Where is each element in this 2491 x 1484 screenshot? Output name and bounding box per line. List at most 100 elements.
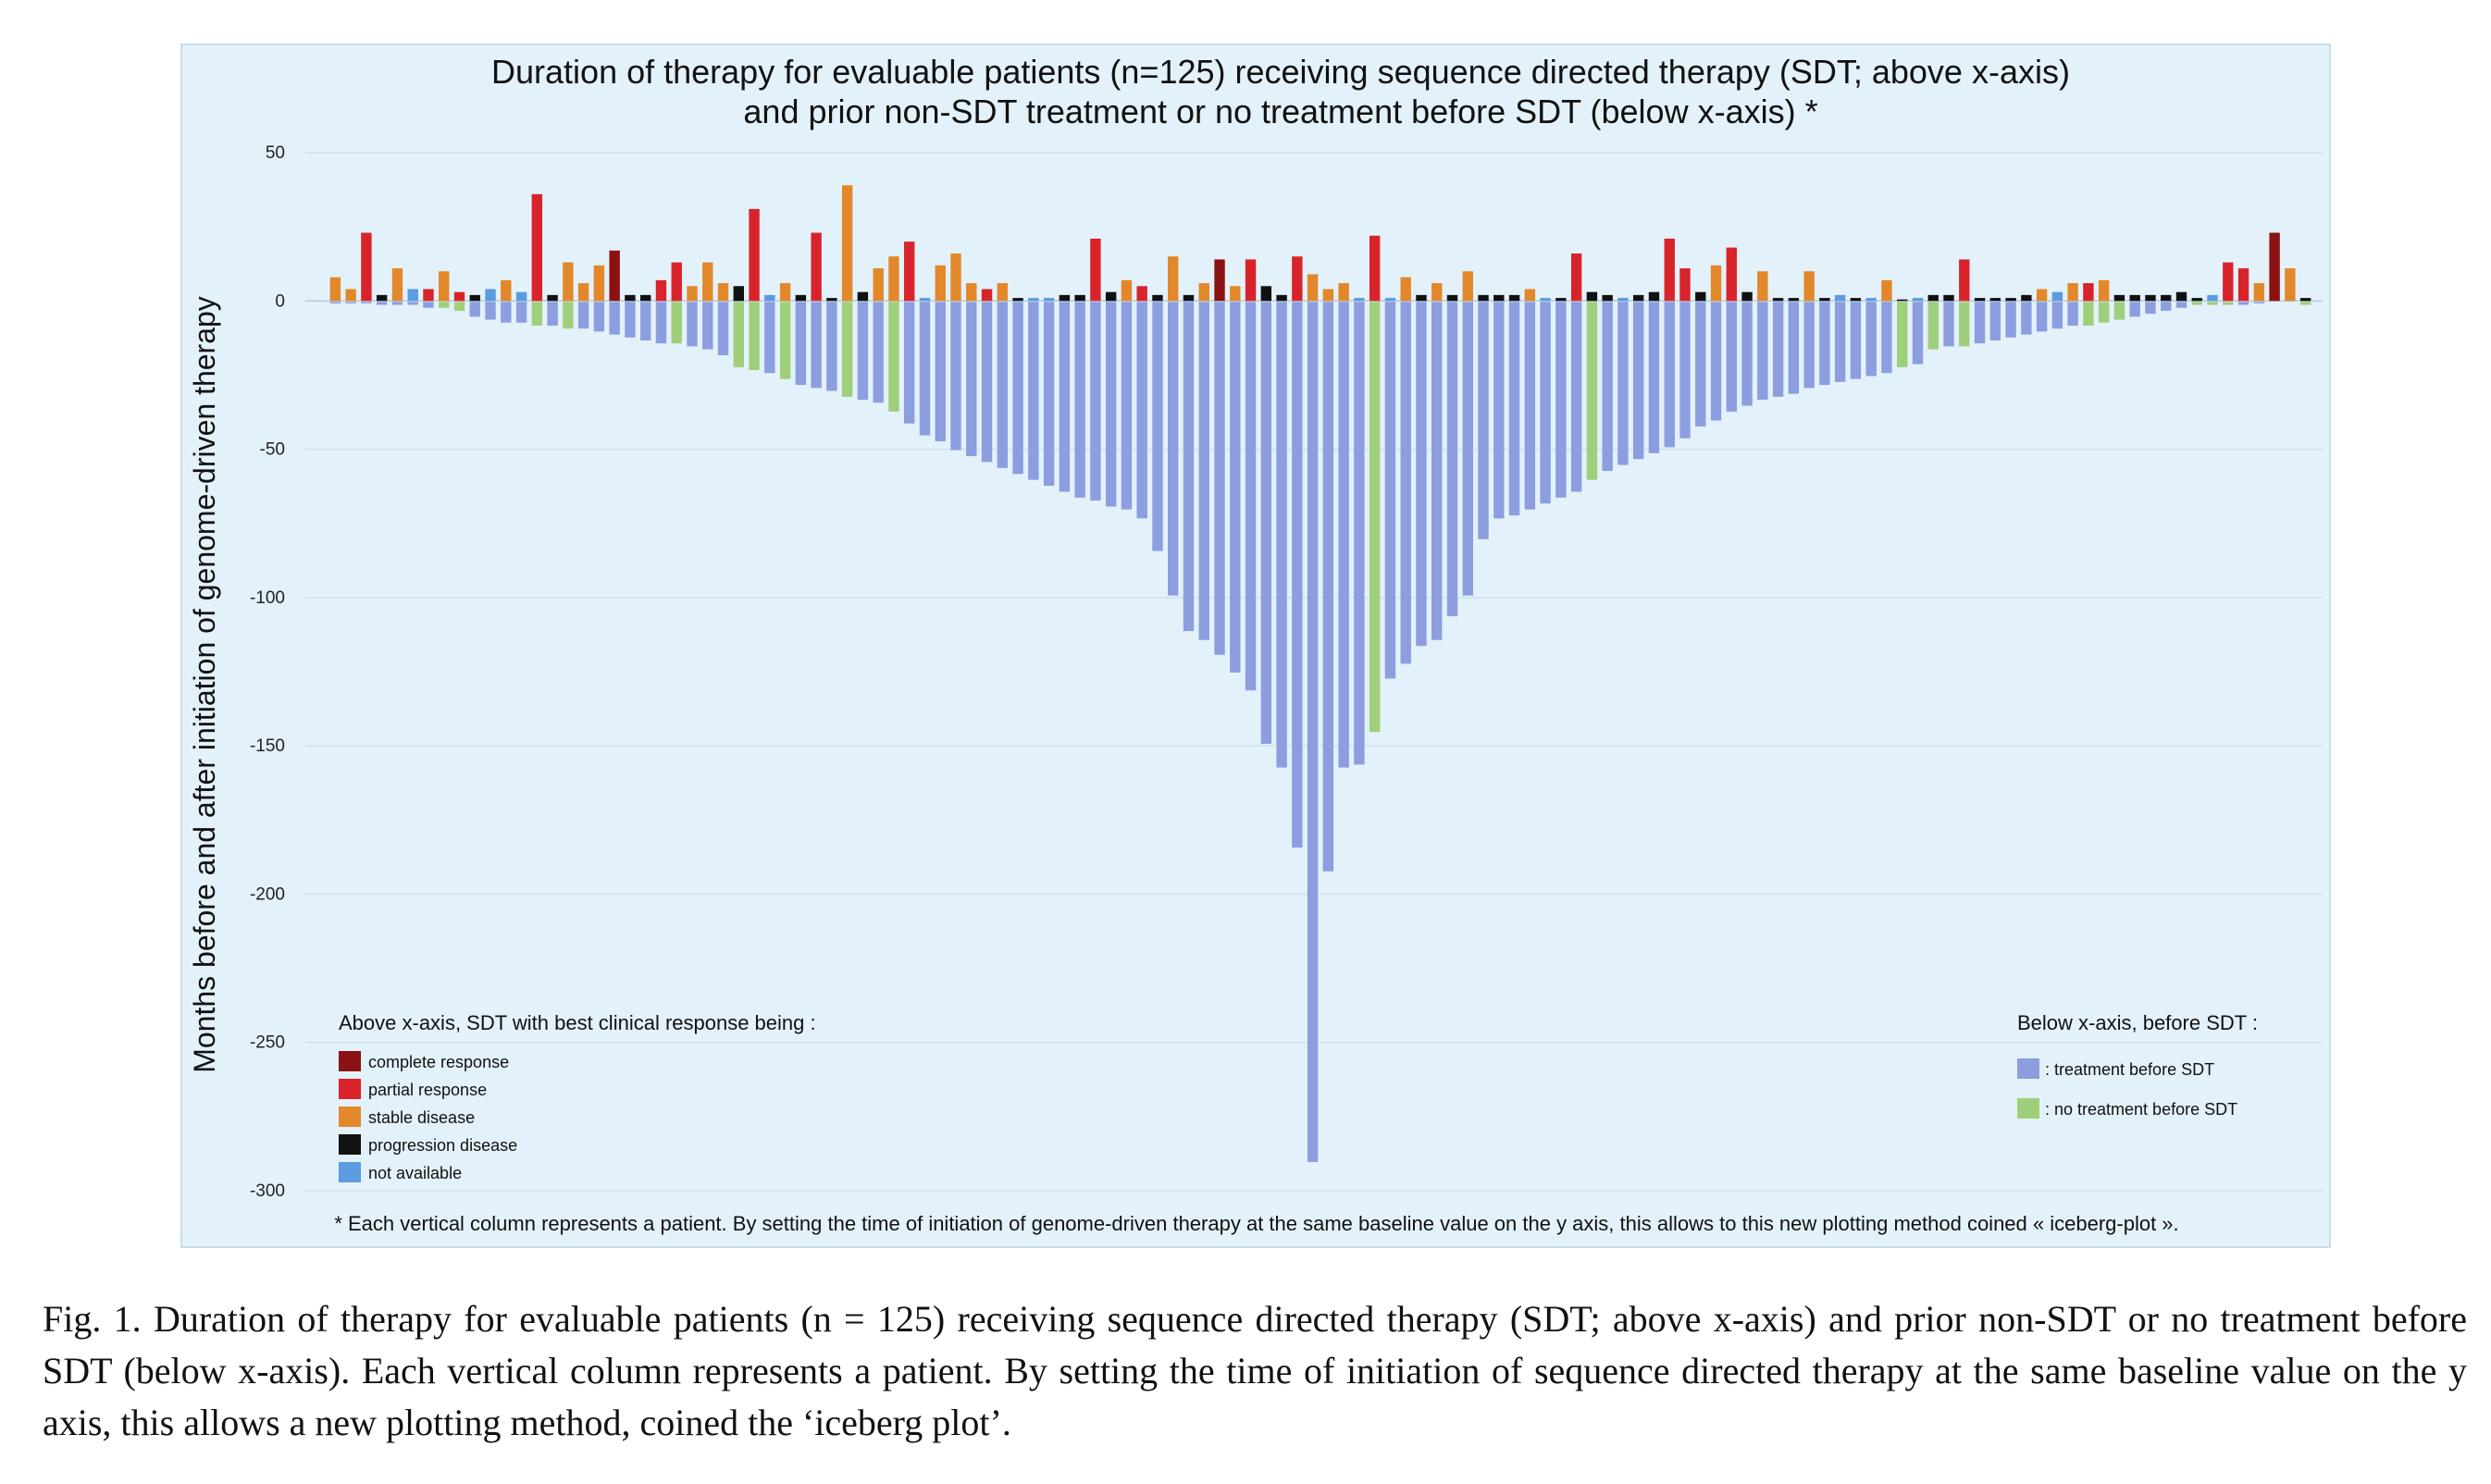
- before-sdt-bar: [1105, 302, 1117, 507]
- before-sdt-bar: [2083, 302, 2094, 326]
- sdt-bar: [376, 294, 388, 302]
- before-sdt-bar: [1524, 302, 1536, 510]
- before-sdt-bar: [733, 302, 744, 367]
- sdt-bar: [1897, 299, 1908, 302]
- before-sdt-bar: [625, 302, 636, 338]
- before-sdt-bar: [981, 302, 993, 463]
- sdt-bar: [1803, 271, 1815, 302]
- before-sdt-bar: [1803, 302, 1815, 389]
- sdt-bar: [1741, 291, 1753, 302]
- sdt-bar: [935, 265, 946, 302]
- sdt-bar: [811, 232, 822, 302]
- before-sdt-bar: [1974, 302, 1986, 344]
- sdt-bar: [1602, 294, 1613, 302]
- before-sdt-bar: [1012, 302, 1023, 475]
- sdt-bar: [1570, 253, 1582, 302]
- before-sdt-bar: [531, 302, 543, 326]
- sdt-bar: [1974, 298, 1986, 302]
- iceberg-plot: Duration of therapy for evaluable patien…: [180, 43, 2331, 1248]
- sdt-bar: [2005, 298, 2016, 302]
- sdt-bar: [2237, 268, 2249, 302]
- sdt-bar: [1959, 259, 1970, 302]
- legend-above: Above x-axis, SDT with best clinical res…: [339, 1011, 816, 1182]
- legend-label-complete-response: complete response: [368, 1053, 509, 1071]
- sdt-bar: [1586, 291, 1598, 302]
- sdt-bar: [795, 294, 807, 302]
- legend-label-no-treatment-before: : no treatment before SDT: [2045, 1100, 2237, 1119]
- before-sdt-bar: [1757, 302, 1768, 401]
- sdt-bar: [950, 253, 961, 302]
- before-sdt-bar: [1540, 302, 1551, 504]
- chart-title-line-1: Duration of therapy for evaluable patien…: [491, 53, 2070, 91]
- sdt-bar: [1338, 283, 1349, 302]
- before-sdt-bar: [2237, 302, 2249, 305]
- before-sdt-bar: [1462, 302, 1473, 596]
- sdt-bar: [779, 283, 791, 302]
- before-sdt-bar: [1416, 302, 1427, 647]
- legend-label-not-available: not available: [368, 1164, 462, 1182]
- before-sdt-bar: [1664, 302, 1675, 448]
- sdt-bar: [547, 294, 558, 302]
- sdt-bar: [2253, 283, 2265, 302]
- bars: [329, 185, 2311, 1162]
- sdt-bar: [2067, 283, 2078, 302]
- sdt-bar: [1524, 289, 1536, 302]
- before-sdt-bar: [345, 302, 356, 303]
- sdt-bar: [2299, 298, 2311, 302]
- before-sdt-bar: [1059, 302, 1071, 492]
- before-sdt-bar: [841, 302, 853, 397]
- sdt-bar: [439, 271, 450, 302]
- sdt-bar: [687, 286, 698, 302]
- sdt-bar: [423, 289, 434, 302]
- before-sdt-bar: [950, 302, 961, 451]
- sdt-bar: [563, 262, 574, 302]
- sdt-bar: [2285, 268, 2296, 302]
- sdt-bar: [1772, 298, 1784, 302]
- chart-title-line-2: and prior non-SDT treatment or no treatm…: [743, 93, 1817, 130]
- before-sdt-bar: [1602, 302, 1613, 472]
- before-sdt-bar: [2191, 302, 2202, 305]
- sdt-bar: [1664, 238, 1675, 302]
- sdt-bar: [1989, 298, 2001, 302]
- before-sdt-bar: [1772, 302, 1784, 397]
- before-sdt-bar: [2253, 302, 2265, 303]
- sdt-bar: [702, 262, 713, 302]
- before-sdt-bar: [1881, 302, 1892, 374]
- sdt-bar: [2021, 294, 2032, 302]
- sdt-bar: [1090, 238, 1101, 302]
- before-sdt-bar: [1245, 302, 1257, 691]
- sdt-bar: [2129, 294, 2140, 302]
- before-sdt-bar: [1726, 302, 1737, 412]
- before-sdt-bar: [2098, 302, 2110, 323]
- sdt-bar: [2191, 298, 2202, 302]
- before-sdt-bar: [2113, 302, 2125, 320]
- before-sdt-bar: [1322, 302, 1334, 872]
- sdt-bar: [2083, 283, 2094, 302]
- sdt-bar: [1757, 271, 1768, 302]
- before-sdt-bar: [1989, 302, 2001, 340]
- before-sdt-bar: [593, 302, 605, 332]
- before-sdt-bar: [2051, 302, 2063, 329]
- sdt-bar: [593, 265, 605, 302]
- before-sdt-bar: [329, 302, 341, 303]
- sdt-bar: [485, 289, 496, 302]
- sdt-bar: [1912, 298, 1924, 302]
- sdt-bar: [1927, 294, 1939, 302]
- before-sdt-bar: [1648, 302, 1660, 453]
- sdt-bar: [625, 294, 636, 302]
- legend-swatch-not-available: [339, 1162, 361, 1182]
- before-sdt-bar: [1555, 302, 1567, 498]
- sdt-bar: [1695, 291, 1706, 302]
- before-sdt-bar: [717, 302, 729, 355]
- sdt-bar: [873, 268, 884, 302]
- sdt-bar: [919, 298, 931, 302]
- before-sdt-bar: [2021, 302, 2032, 335]
- legend-swatch-partial-response: [339, 1079, 361, 1099]
- y-axis-label: Months before and after initiation of ge…: [188, 296, 221, 1073]
- sdt-bar: [469, 294, 480, 302]
- before-sdt-bar: [888, 302, 899, 412]
- sdt-bar: [655, 279, 667, 302]
- sdt-bar: [1508, 294, 1520, 302]
- before-sdt-bar: [749, 302, 760, 371]
- sdt-bar: [1478, 294, 1489, 302]
